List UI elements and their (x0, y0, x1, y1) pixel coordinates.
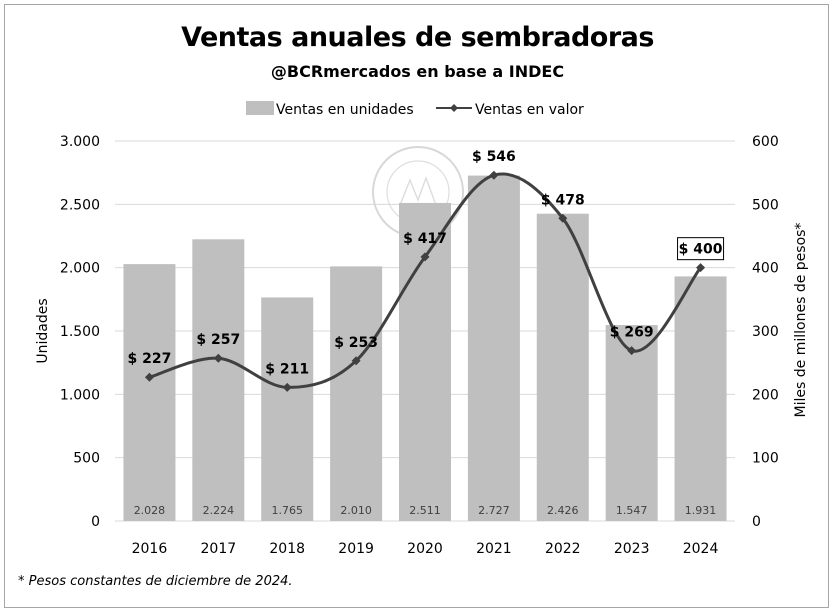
bar-value-label: 2.511 (409, 504, 441, 517)
legend-marker (450, 104, 458, 112)
x-tick-label: 2020 (407, 541, 443, 557)
bar (261, 297, 314, 521)
legend-label-line: Ventas en valor (475, 102, 584, 118)
line-point (420, 252, 430, 262)
bar-value-label: 2.010 (340, 504, 372, 517)
bar (536, 213, 589, 521)
x-tick-label: 2024 (683, 541, 719, 557)
line-value-label: $ 417 (403, 231, 447, 247)
y-tick-label: 1.000 (60, 387, 100, 403)
y-tick-label: 2.500 (60, 197, 100, 213)
line-point (282, 382, 292, 392)
y-right-tick-label: 200 (752, 387, 779, 403)
footnote: * Pesos constantes de diciembre de 2024. (18, 574, 293, 589)
bar (123, 264, 176, 521)
bar (192, 239, 245, 521)
x-tick-label: 2017 (201, 541, 237, 557)
bar-value-label: 2.028 (134, 504, 166, 517)
y-right-tick-label: 100 (752, 451, 779, 467)
line-point (558, 213, 568, 223)
legend-swatch-bar (246, 101, 274, 115)
y-tick-label: 0 (91, 514, 100, 530)
line-value-label: $ 400 (679, 242, 723, 258)
line-value-label: $ 257 (196, 332, 240, 348)
x-tick-label: 2022 (545, 541, 581, 557)
bar (467, 175, 520, 521)
highlight-label-box (677, 237, 725, 261)
y-right-tick-label: 300 (752, 324, 779, 340)
y-tick-label: 500 (73, 451, 100, 467)
y-right-tick-label: 600 (752, 134, 779, 150)
line-value-label: $ 478 (541, 192, 585, 208)
line-value-label: $ 227 (128, 351, 172, 367)
line-point (144, 372, 154, 382)
y-tick-label: 1.500 (60, 324, 100, 340)
x-tick-label: 2021 (476, 541, 512, 557)
line-point (489, 170, 499, 180)
bar (399, 202, 451, 521)
y-tick-label: 3.000 (60, 134, 100, 150)
bar (605, 325, 658, 521)
line-value-label: $ 269 (610, 325, 654, 341)
y-right-tick-label: 400 (752, 261, 779, 277)
line-point (627, 346, 637, 356)
line-point (351, 356, 361, 366)
bar-value-label: 1.547 (616, 504, 648, 517)
x-tick-label: 2019 (338, 541, 374, 557)
line-value-label: $ 253 (334, 335, 378, 351)
bar-value-label: 1.931 (685, 504, 717, 517)
line-point (213, 353, 223, 363)
bar (330, 266, 383, 521)
line-value-label: $ 211 (265, 361, 309, 377)
y-right-axis-label: Miles de millones de pesos* (793, 223, 809, 418)
legend-label-bar: Ventas en unidades (276, 102, 414, 118)
bar-value-label: 2.727 (478, 504, 510, 517)
x-tick-label: 2016 (132, 541, 168, 557)
bar (674, 276, 727, 521)
line-value-label: $ 546 (472, 149, 516, 165)
y-tick-label: 2.000 (60, 261, 100, 277)
y-right-tick-label: 500 (752, 197, 779, 213)
chart-subtitle: @BCRmercados en base a INDEC (270, 62, 565, 81)
bar-value-label: 1.765 (271, 504, 303, 517)
x-tick-label: 2023 (614, 541, 650, 557)
y-axis-label: Unidades (35, 298, 51, 363)
bar-value-label: 2.224 (203, 504, 235, 517)
line-point (696, 263, 706, 273)
chart-title: Ventas anuales de sembradoras (181, 22, 654, 53)
x-tick-label: 2018 (269, 541, 305, 557)
bar-value-label: 2.426 (547, 504, 579, 517)
y-right-tick-label: 0 (752, 514, 761, 530)
value-line (149, 172, 702, 389)
